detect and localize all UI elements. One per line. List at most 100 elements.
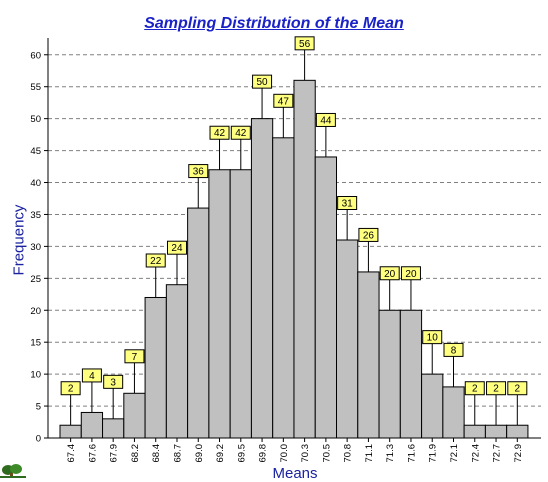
- data-label: 47: [278, 96, 290, 107]
- bar: [463, 424, 486, 439]
- bar: [123, 392, 146, 439]
- y-tick-label: 60: [30, 50, 41, 61]
- x-tick-label: 67.6: [87, 444, 98, 463]
- tree-logo-icon: [0, 464, 26, 478]
- data-label: 42: [235, 128, 247, 139]
- data-label-box: [209, 125, 230, 140]
- data-label-box: [60, 381, 81, 396]
- data-label: 7: [132, 352, 138, 363]
- data-label: 3: [110, 377, 116, 388]
- data-label-box: [486, 381, 507, 396]
- data-label-box: [337, 196, 358, 210]
- x-tick-label: 69.0: [194, 444, 205, 463]
- x-tick-label: 72.4: [470, 444, 481, 463]
- bar: [229, 169, 252, 439]
- data-label: 24: [171, 243, 183, 254]
- chart-title: Sampling Distribution of the Mean: [144, 15, 404, 32]
- data-label: 44: [320, 115, 332, 126]
- x-tick-label: 72.9: [513, 444, 524, 463]
- x-tick-label: 72.7: [492, 444, 503, 463]
- data-label-box: [443, 342, 464, 357]
- data-label: 4: [89, 371, 95, 382]
- y-tick-label: 30: [30, 242, 41, 253]
- x-tick-label: 70.8: [343, 444, 354, 463]
- data-label: 8: [451, 345, 457, 356]
- x-tick-label: 71.3: [385, 444, 396, 463]
- data-label: 56: [299, 39, 311, 50]
- data-label-box: [379, 266, 400, 281]
- data-label: 50: [257, 77, 269, 88]
- data-label: 2: [515, 384, 521, 395]
- bar: [102, 418, 125, 439]
- data-label-box: [124, 349, 145, 364]
- bar: [59, 424, 82, 439]
- data-label-box: [315, 112, 336, 127]
- y-tick-label: 15: [30, 338, 41, 349]
- x-tick-label: 69.2: [215, 444, 226, 463]
- data-label-box: [252, 74, 273, 89]
- y-tick-label: 5: [36, 402, 41, 413]
- x-tick-label: 67.4: [66, 444, 77, 463]
- data-label: 26: [363, 230, 375, 241]
- data-label: 42: [214, 128, 226, 139]
- bar: [399, 309, 423, 439]
- x-tick-label: 71.6: [406, 444, 417, 463]
- data-label-box: [166, 240, 187, 255]
- data-label-box: [103, 374, 124, 389]
- y-tick-label: 0: [36, 434, 41, 445]
- bar: [336, 239, 359, 439]
- data-label-box: [273, 93, 294, 108]
- y-tick-label: 20: [30, 306, 41, 317]
- bar: [484, 424, 508, 439]
- bar: [314, 156, 338, 439]
- bar: [378, 309, 401, 439]
- bar: [506, 424, 529, 439]
- x-tick-label: 68.4: [151, 444, 162, 463]
- bar: [442, 386, 465, 439]
- x-tick-label: 69.5: [236, 444, 247, 463]
- data-label-box: [422, 330, 443, 345]
- x-tick-label: 70.0: [279, 444, 290, 463]
- data-label: 20: [405, 269, 417, 280]
- x-tick-label: 70.3: [300, 444, 311, 463]
- bar: [250, 118, 274, 439]
- bar: [187, 207, 210, 439]
- x-tick-label: 70.5: [321, 444, 332, 463]
- y-tick-label: 35: [30, 210, 41, 221]
- x-tick-label: 72.1: [449, 444, 460, 463]
- x-tick-label: 69.8: [258, 444, 269, 463]
- data-label: 20: [384, 269, 396, 280]
- data-label: 2: [68, 384, 74, 395]
- x-tick-label: 71.9: [428, 444, 439, 463]
- x-tick-label: 71.1: [364, 444, 375, 463]
- y-tick-label: 10: [30, 370, 41, 381]
- data-label-box: [145, 253, 166, 268]
- y-tick-label: 25: [30, 274, 41, 285]
- bar: [208, 169, 231, 439]
- data-label: 36: [193, 167, 205, 178]
- bar: [165, 284, 189, 439]
- data-label: 31: [342, 199, 354, 210]
- data-label-box: [507, 381, 528, 396]
- data-label-box: [230, 125, 251, 140]
- bar: [421, 373, 444, 439]
- bar: [272, 137, 295, 439]
- data-label-box: [294, 36, 315, 51]
- y-tick-label: 55: [30, 82, 41, 93]
- data-label: 22: [150, 256, 162, 267]
- y-tick-label: 40: [30, 178, 41, 189]
- y-tick-label: 50: [30, 114, 41, 125]
- data-label: 2: [493, 384, 499, 395]
- data-label-box: [188, 164, 209, 179]
- data-label: 2: [472, 384, 478, 395]
- x-tick-label: 68.7: [172, 444, 183, 463]
- bar: [144, 296, 167, 439]
- bar: [357, 271, 380, 439]
- x-tick-label: 67.9: [109, 444, 120, 463]
- bar: [80, 411, 104, 439]
- bar: [293, 79, 316, 439]
- data-label: 10: [427, 333, 439, 344]
- data-label-box: [400, 266, 421, 281]
